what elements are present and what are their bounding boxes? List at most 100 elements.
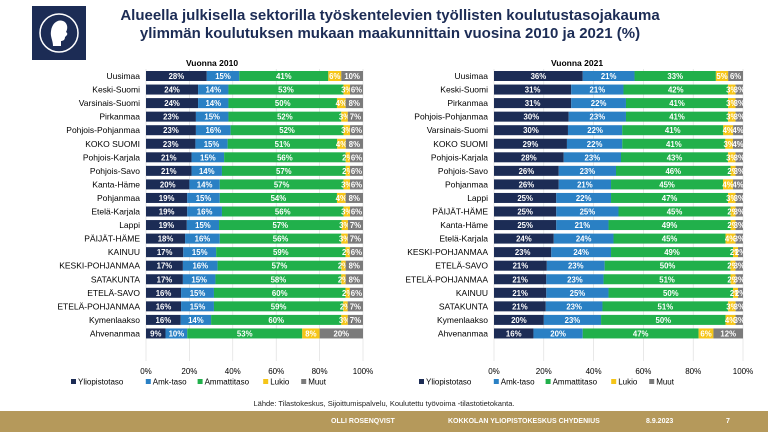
category-label: Pohjois-Karjala — [431, 152, 488, 162]
category-label: Pohjanmaa — [97, 193, 140, 203]
bar-segment — [341, 314, 348, 325]
data-label: 57% — [274, 180, 290, 189]
data-label: 16% — [197, 208, 213, 217]
bar-segment — [725, 233, 736, 244]
bar-segment — [735, 206, 743, 217]
legend-swatch — [263, 379, 269, 384]
bar-segment — [545, 301, 603, 312]
bar-segment — [146, 220, 187, 231]
bar-segment — [723, 125, 734, 136]
bar-segment — [733, 125, 743, 136]
data-label: 2% — [730, 289, 741, 298]
bar-segment — [566, 138, 623, 149]
category-label: Kymenlaakso — [437, 315, 488, 325]
data-label: 50% — [660, 262, 676, 271]
legend: Yliopistotaso Amk-taso Ammattitaso Lukio Muu… — [71, 378, 327, 387]
data-label: 3% — [734, 99, 745, 108]
data-label: 25% — [517, 194, 533, 203]
legend-swatch — [611, 379, 617, 384]
bar-segment — [546, 260, 605, 271]
bar-segment — [146, 233, 186, 244]
data-label: 24% — [576, 235, 592, 244]
bar-segment — [730, 206, 736, 217]
data-label: 25% — [517, 208, 533, 217]
data-label: 4% — [732, 140, 743, 149]
data-label: 16% — [506, 329, 522, 338]
x-tick-label: 80% — [312, 367, 328, 376]
data-label: 20% — [333, 329, 349, 338]
data-label: 30% — [523, 126, 539, 135]
data-label: 47% — [662, 194, 678, 203]
x-tick-label: 60% — [268, 367, 284, 376]
bar-segment — [735, 301, 743, 312]
data-label: 3% — [726, 153, 737, 162]
bar-segment — [347, 220, 363, 231]
bar-segment — [345, 274, 363, 285]
bar-segment — [611, 247, 734, 258]
legend-label: Muut — [656, 378, 675, 387]
legend-swatch — [301, 379, 307, 384]
bar-segment — [728, 152, 736, 163]
data-label: 3% — [734, 194, 745, 203]
data-label: 54% — [271, 194, 287, 203]
data-label: 7% — [350, 316, 361, 325]
bar-segment — [494, 192, 557, 203]
data-label: 8% — [349, 140, 360, 149]
data-label: 2% — [727, 275, 738, 284]
bar-segment — [146, 274, 183, 285]
data-label: 4% — [723, 126, 734, 135]
data-label: 3% — [341, 208, 352, 217]
legend: Yliopistotaso Amk-taso Ammattitaso Lukio Muu… — [419, 378, 675, 387]
category-label: SATAKUNTA — [439, 301, 488, 311]
bar-segment — [239, 71, 329, 81]
data-label: 8% — [349, 275, 360, 284]
bar-segment — [608, 220, 731, 231]
data-label: 41% — [669, 99, 685, 108]
data-label: 56% — [277, 153, 293, 162]
bar-segment — [728, 111, 736, 122]
bar-segment — [623, 84, 729, 95]
data-label: 12% — [720, 329, 736, 338]
bar-segment — [146, 71, 207, 81]
bar-segment — [735, 98, 743, 109]
bar-segment — [349, 179, 363, 190]
category-label: Varsinais-Suomi — [79, 98, 140, 108]
data-label: 25% — [580, 208, 596, 217]
data-label: 25% — [570, 289, 586, 298]
bar-segment — [601, 314, 726, 325]
legend-label: Yliopistotaso — [78, 378, 124, 387]
data-label: 57% — [272, 221, 288, 230]
data-label: 22% — [587, 140, 603, 149]
bar-segment — [571, 84, 624, 95]
bar-segment — [198, 98, 229, 109]
data-label: 3% — [734, 302, 745, 311]
data-label: 24% — [164, 86, 180, 95]
data-label: 49% — [664, 248, 680, 257]
bar-segment — [556, 192, 612, 203]
bar-segment — [622, 138, 726, 149]
legend-label: Ammattitaso — [553, 378, 598, 387]
data-label: 3% — [341, 86, 352, 95]
category-label: ETELÄ-SAVO — [87, 288, 140, 298]
bar-segment — [146, 192, 188, 203]
data-label: 15% — [215, 72, 231, 81]
bar-segment — [730, 274, 736, 285]
data-label: 3% — [339, 113, 350, 122]
bar-segment — [345, 138, 363, 149]
data-label: 4% — [336, 194, 347, 203]
data-label: 10% — [169, 329, 185, 338]
data-label: 31% — [525, 86, 541, 95]
bar-segment — [215, 274, 342, 285]
data-label: 23% — [568, 262, 584, 271]
bar-segment — [302, 328, 320, 339]
bar-segment — [347, 111, 363, 122]
bar-segment — [146, 111, 196, 122]
category-label: KAINUU — [108, 247, 140, 257]
data-label: 26% — [519, 180, 535, 189]
bar-segment — [349, 287, 363, 298]
x-tick-label: 60% — [635, 367, 651, 376]
data-label: 4% — [725, 235, 736, 244]
category-label: Kanta-Häme — [440, 220, 488, 230]
data-label: 21% — [577, 180, 593, 189]
legend-swatch — [197, 379, 203, 384]
